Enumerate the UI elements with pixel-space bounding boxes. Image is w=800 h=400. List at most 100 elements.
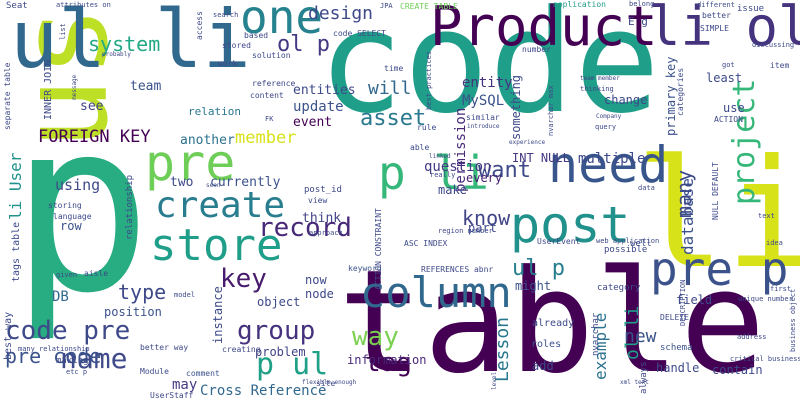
word-company: Company	[596, 113, 622, 120]
word-want: want	[478, 158, 531, 183]
word-ol-p: ol p	[277, 32, 330, 57]
word-p: p	[10, 70, 153, 345]
word-p-ul: p ul	[256, 347, 329, 382]
word-int-null: INT NULL	[512, 151, 570, 165]
word-make: make	[438, 183, 467, 197]
word-model: model	[174, 291, 196, 299]
word-asset: asset	[360, 106, 427, 131]
word-introduce: introduce	[467, 123, 500, 130]
word-text: text	[758, 212, 775, 220]
word-create: create	[155, 185, 286, 226]
word-probably: probably	[102, 51, 131, 58]
word-nvarchar-max: nvarchar max	[547, 85, 555, 136]
word-entities: entities	[293, 83, 356, 98]
word-schema: schema	[660, 343, 693, 353]
word-many-relationship: many relationship	[18, 345, 90, 353]
word-aisle: aisle	[84, 269, 109, 278]
word-best-practices: best practices	[425, 50, 433, 110]
word-name: name	[60, 342, 128, 375]
word-know: know	[462, 206, 511, 230]
word-action-constraint: ACTION CONSTRAINT	[374, 208, 383, 290]
word-think: think	[302, 211, 342, 226]
word-now: now	[305, 273, 327, 287]
word-thinking: thinking	[580, 85, 614, 93]
word-rule: rule	[417, 123, 437, 132]
word-post-id: post_id	[304, 185, 342, 195]
word-part: part	[468, 221, 497, 235]
word-update: update	[293, 99, 344, 115]
word-simple: SIMPLE	[700, 24, 729, 33]
word-item: item	[770, 61, 790, 70]
word-description: DESCRIPTION	[679, 279, 687, 326]
word-post: post	[510, 196, 631, 254]
word-language: language	[53, 212, 92, 221]
word-message: message	[71, 74, 78, 100]
word-mysql: MySQL	[462, 93, 505, 109]
word-system: system	[88, 32, 161, 56]
word-two: two	[170, 175, 194, 190]
word-userstaff: UserStaff	[150, 391, 194, 400]
word-inner-join: INNER JOIN	[43, 59, 54, 120]
word-reference: reference	[252, 79, 296, 88]
word-member: member	[235, 128, 297, 148]
word-separate-table: separate table	[3, 62, 12, 130]
word-team: team	[130, 79, 162, 94]
word-type: type	[118, 280, 167, 304]
word-solution: solution	[252, 51, 291, 60]
word-information: information	[347, 353, 427, 367]
word-delete: DELETE	[660, 313, 689, 322]
word-better-way: better way	[140, 343, 189, 352]
word-address: address	[737, 333, 767, 341]
word-problem: problem	[255, 345, 306, 359]
word-seat: Seat	[6, 1, 28, 11]
word-possible: possible	[604, 245, 648, 255]
word-site: site	[316, 379, 336, 388]
word-project: project	[727, 78, 762, 205]
word-comment: comment	[186, 369, 220, 378]
word-always: always	[639, 361, 649, 394]
word-key: key	[220, 264, 267, 294]
word-relation: relation	[188, 105, 241, 118]
word-based: based	[244, 31, 269, 40]
word-list: list	[59, 23, 67, 40]
word-use: use	[723, 101, 745, 115]
word-search: search	[213, 11, 239, 19]
word-question: question	[424, 159, 492, 175]
word-change: change	[604, 93, 648, 107]
word-discussing: discussing	[752, 41, 795, 49]
word-categories: categories	[676, 67, 685, 116]
word-data: data	[638, 184, 655, 192]
word-product: Product	[430, 0, 658, 58]
word-cross-reference: Cross Reference	[200, 383, 327, 399]
word-references-abnr: REFERENCES abnr	[421, 265, 494, 274]
word-something: something	[509, 74, 523, 140]
word-experience: experience	[509, 139, 546, 146]
word-keyword: keyword	[348, 264, 382, 273]
word-making: making	[56, 356, 89, 366]
word-contain: contain	[712, 363, 763, 377]
word-db: DB	[52, 289, 69, 305]
word-e-g: E g	[628, 15, 648, 28]
word-access: access	[195, 11, 204, 40]
word-business-object: business object	[789, 288, 797, 352]
word-best-way: best way	[3, 311, 14, 360]
word-code: code	[318, 0, 660, 145]
word-team-member: team member	[580, 75, 620, 82]
word-one: one	[240, 0, 324, 44]
word-userevent: UserEvent	[537, 237, 581, 246]
word-instance: instance	[211, 286, 225, 344]
word-region-number: region number	[438, 227, 493, 235]
word-might: might	[515, 279, 552, 293]
word-object: object	[257, 295, 301, 309]
word-pre-code: pre code	[5, 344, 102, 368]
word-li: li	[635, 128, 800, 302]
word-number: number	[522, 45, 551, 54]
word-p-li: p li	[378, 146, 489, 200]
word-pre-p: pre p	[650, 242, 789, 296]
word-tag: tag	[365, 348, 412, 378]
word-handle: handle	[656, 361, 700, 375]
word-many: many	[672, 169, 696, 218]
word-view: view	[308, 196, 328, 205]
word-asc-index: ASC INDEX	[404, 239, 448, 248]
word-module: Module	[140, 367, 169, 376]
